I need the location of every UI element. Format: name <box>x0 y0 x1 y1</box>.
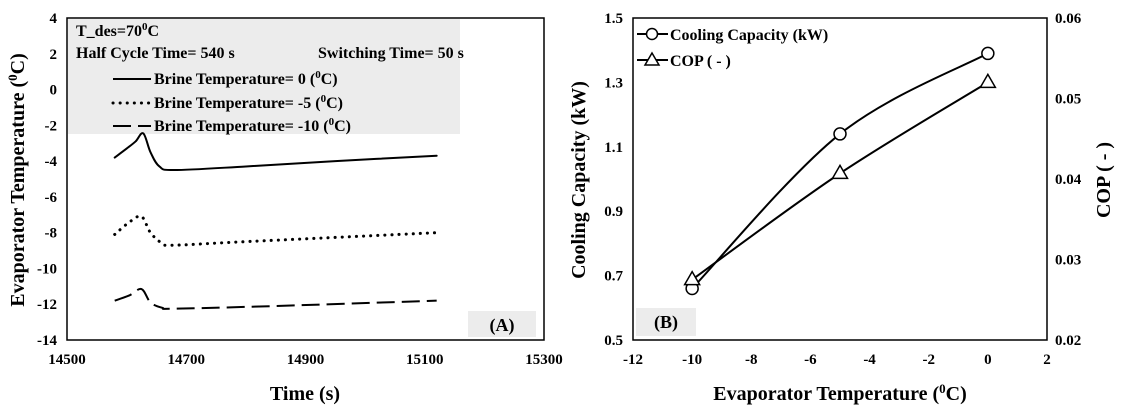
panel-a-y-tick-label: -2 <box>45 118 58 134</box>
legend-a-series-2: Brine Temperature= -10 (0C) <box>154 116 351 135</box>
panel-b-y-ticks-right: 0.06 0.05 0.04 0.03 0.02 <box>1055 11 1082 349</box>
panel-a-y-tick-label: 0 <box>50 83 58 99</box>
panel-b-y-left-tick-label: 1.1 <box>604 140 623 156</box>
panel-b-x-tick-label: -8 <box>745 352 758 368</box>
panel-a-y-label: Evaporator Temperature (0C) <box>5 53 29 307</box>
panel-b-x-label: Evaporator Temperature (0C) <box>713 381 967 405</box>
panel-b-y-left-tick-label: 1.5 <box>604 11 623 27</box>
panel-b-y-right-tick-label: 0.02 <box>1055 333 1081 349</box>
panel-a-x-label: Time (s) <box>270 383 340 405</box>
panel-a-y-ticks: 4 2 0 -2 -4 -6 -8 -10 -12 -14 <box>37 11 58 349</box>
panel-a: (A) T_des=700C Half Cycle Time= 540 s Sw… <box>5 11 563 405</box>
panel-a-y-tick-label: -6 <box>45 190 58 206</box>
panel-b-label-box <box>636 308 696 336</box>
panel-a-y-tick-label: -12 <box>37 297 57 313</box>
panel-b-y-left-tick-label: 0.5 <box>604 333 623 349</box>
panel-a-y-tick-label: -8 <box>45 226 58 242</box>
panel-a-series-line-dotted <box>113 214 439 247</box>
panel-a-x-tick-label: 15300 <box>525 352 563 368</box>
panel-a-switching: Switching Time= 50 s <box>318 45 464 62</box>
legend-b-series-1: COP ( - ) <box>670 53 731 70</box>
panel-a-y-tick-label: 2 <box>50 47 58 63</box>
panel-b-x-tick-label: -10 <box>682 352 702 368</box>
panel-b-y-right-tick-label: 0.04 <box>1055 172 1082 188</box>
legend-a-series-0: Brine Temperature= 0 (0C) <box>154 69 338 88</box>
panel-b-y-ticks-left: 1.5 1.3 1.1 0.9 0.7 0.5 <box>604 11 623 349</box>
panel-b-y-label-left: Cooling Capacity (kW) <box>568 81 590 279</box>
panel-b-x-tick-label: -6 <box>804 352 817 368</box>
panel-b-series <box>683 46 997 296</box>
panel-a-series-line-solid <box>113 132 438 172</box>
panel-b-x-tick-label: -2 <box>922 352 935 368</box>
panel-b-point-triangle <box>683 270 701 286</box>
panel-a-y-tick-label: -14 <box>37 333 57 349</box>
panel-b-y-label-right: COP ( - ) <box>1093 142 1115 218</box>
legend-b-series-0: Cooling Capacity (kW) <box>670 27 828 44</box>
panel-a-x-ticks: 14500 14700 14900 15100 15300 <box>48 352 563 368</box>
panel-b-y-left-tick-label: 0.7 <box>604 269 623 285</box>
panel-b-x-tick-label: -12 <box>623 352 643 368</box>
panel-a-info-box <box>68 19 460 134</box>
panel-b-point-triangle <box>831 163 849 180</box>
panel-b-point-circle <box>981 46 995 61</box>
panel-b-point-triangle <box>979 72 997 89</box>
panel-b-y-right-tick-label: 0.06 <box>1055 11 1082 27</box>
panel-b-y-left-tick-label: 0.9 <box>604 204 623 220</box>
panel-a-x-tick-label: 14900 <box>287 352 325 368</box>
panel-a-y-tick-label: -4 <box>45 154 58 170</box>
legend-b-circle-icon <box>645 27 659 41</box>
panel-b-point-circle <box>833 127 847 141</box>
panel-b-x-ticks: -12 -10 -8 -6 -4 -2 0 2 <box>623 352 1051 368</box>
panel-a-half-cycle: Half Cycle Time= 540 s <box>76 45 235 62</box>
panel-b-y-right-tick-label: 0.03 <box>1055 253 1081 269</box>
legend-b-triangle-icon <box>643 51 661 66</box>
panel-b-x-tick-label: -4 <box>863 352 876 368</box>
panel-a-label-box <box>468 311 536 337</box>
panel-b-y-right-tick-label: 0.05 <box>1055 92 1081 108</box>
panel-b-x-tick-label: 2 <box>1043 352 1051 368</box>
legend-a-series-1: Brine Temperature= -5 (0C) <box>154 93 343 112</box>
panel-b-legend-box <box>634 19 895 73</box>
panel-a-x-tick-label: 14700 <box>168 352 206 368</box>
panel-b: (B) Cooling Capacity (kW) COP ( - ) 1.51… <box>568 11 1115 405</box>
panel-a-y-tick-label: 4 <box>50 11 58 27</box>
panel-a-x-tick-label: 15100 <box>406 352 444 368</box>
panel-a-series-line-dashed <box>114 287 437 310</box>
panel-a-x-tick-label: 14500 <box>48 352 86 368</box>
panel-a-tdes: T_des=700C <box>76 21 159 40</box>
panel-a-series <box>113 132 439 310</box>
panel-a-y-tick-label: -10 <box>37 261 57 277</box>
panel-a-label: (A) <box>490 315 515 336</box>
panel-b-y-left-tick-label: 1.3 <box>604 75 623 91</box>
panel-b-label: (B) <box>654 312 678 333</box>
panel-b-x-tick-label: 0 <box>984 352 992 368</box>
